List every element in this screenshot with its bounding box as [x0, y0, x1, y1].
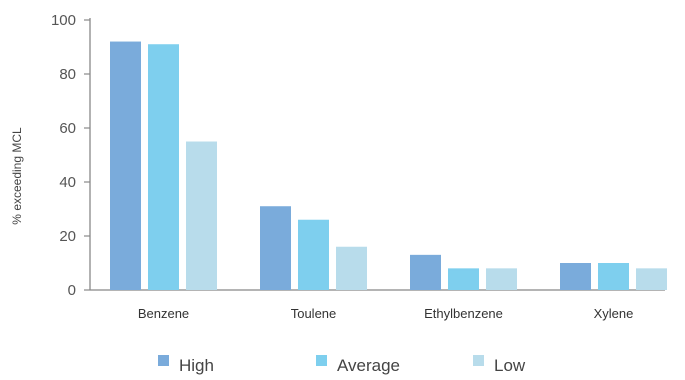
bar-top-edge	[598, 263, 629, 265]
y-tick-label: 80	[59, 66, 76, 83]
x-tick-label: Benzene	[138, 306, 189, 321]
bar-top-edge	[148, 44, 179, 47]
legend-label-average: Average	[337, 356, 400, 375]
bar-top-edge	[298, 219, 329, 222]
y-tick-label: 40	[59, 174, 76, 191]
bar-high-toulene	[260, 206, 291, 290]
y-tick-label: 20	[59, 228, 76, 245]
bar-top-edge	[636, 268, 667, 271]
bar-top-edge	[336, 246, 367, 249]
bar-average-xylene	[598, 263, 629, 290]
x-tick-label: Xylene	[594, 306, 634, 321]
legend: High Average Low	[158, 355, 526, 375]
legend-label-high: High	[179, 356, 214, 375]
bars	[110, 41, 667, 290]
legend-swatch-average	[316, 355, 327, 366]
y-ticks: 0 20 40 60 80 100	[51, 12, 90, 299]
bar-low-xylene	[636, 268, 667, 290]
legend-swatch-high	[158, 355, 169, 366]
bar-high-benzene	[110, 41, 141, 290]
bar-top-edge	[186, 141, 217, 144]
bar-average-toulene	[298, 219, 329, 290]
bar-top-edge	[410, 254, 441, 257]
bar-top-edge	[486, 268, 517, 271]
x-tick-label: Ethylbenzene	[424, 306, 503, 321]
y-tick-label: 60	[59, 120, 76, 137]
bar-top-edge	[110, 41, 141, 44]
legend-label-low: Low	[494, 356, 526, 375]
bar-high-ethylbenzene	[410, 254, 441, 290]
bar-top-edge	[560, 263, 591, 265]
bar-average-benzene	[148, 44, 179, 290]
legend-swatch-low	[473, 355, 484, 366]
x-tick-label: Toulene	[291, 306, 337, 321]
bar-average-ethylbenzene	[448, 268, 479, 290]
bar-low-benzene	[186, 141, 217, 290]
y-tick-label: 100	[51, 12, 76, 29]
bar-top-edge	[260, 206, 291, 209]
x-category-labels: Benzene Toulene Ethylbenzene Xylene	[138, 306, 634, 321]
y-axis-title: % exceeding MCL	[10, 127, 24, 225]
bar-low-toulene	[336, 246, 367, 290]
bar-high-xylene	[560, 263, 591, 290]
bar-top-edge	[448, 268, 479, 271]
bar-low-ethylbenzene	[486, 268, 517, 290]
y-tick-label: 0	[68, 282, 76, 299]
